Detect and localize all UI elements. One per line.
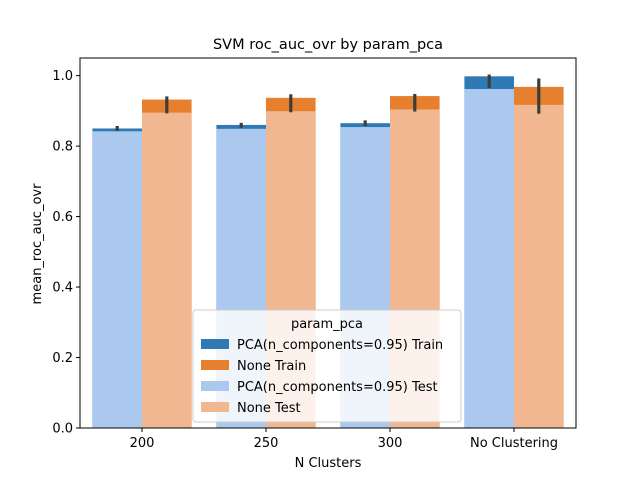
bar-test-none-200 bbox=[142, 112, 192, 428]
y-tick-labels: 0.0 0.2 0.4 0.6 0.8 1.0 bbox=[52, 69, 80, 437]
legend-swatch bbox=[201, 339, 229, 349]
x-tick-label: 200 bbox=[130, 436, 155, 451]
x-axis-label: N Clusters bbox=[295, 456, 362, 471]
bar-test-none-no-clustering bbox=[514, 104, 564, 428]
bar-test-pca-n-components-0-95--no-clustering bbox=[464, 89, 514, 428]
y-tick-label: 0.8 bbox=[52, 140, 73, 155]
legend-entry-label: None Test bbox=[237, 401, 301, 416]
legend-title: param_pca bbox=[291, 317, 363, 332]
y-tick-label: 1.0 bbox=[52, 69, 73, 84]
legend-swatch bbox=[201, 402, 229, 412]
y-tick-label: 0.6 bbox=[52, 210, 73, 225]
bar-test-pca-n-components-0-95--200 bbox=[92, 131, 142, 429]
legend-swatch bbox=[201, 360, 229, 370]
axes-frame bbox=[79, 57, 577, 429]
legend: param_pca PCA(n_components=0.95) Train Non… bbox=[192, 309, 462, 423]
y-tick-label: 0.4 bbox=[52, 281, 73, 296]
legend-entry-label: PCA(n_components=0.95) Test bbox=[237, 380, 438, 395]
legend-entry-label: None Train bbox=[237, 359, 306, 374]
legend-box bbox=[192, 309, 462, 423]
legend-entry-label: PCA(n_components=0.95) Train bbox=[237, 338, 443, 353]
y-tick-label: 0.0 bbox=[52, 422, 73, 437]
x-tick-label: 250 bbox=[254, 436, 279, 451]
y-axis-label: mean_roc_auc_ovr bbox=[30, 183, 45, 305]
x-tick-labels: 200 250 300 No Clustering bbox=[130, 428, 558, 451]
chart-title: SVM roc_auc_ovr by param_pca bbox=[213, 37, 443, 53]
y-tick-label: 0.2 bbox=[52, 351, 73, 366]
x-tick-label: 300 bbox=[378, 436, 403, 451]
x-tick-label: No Clustering bbox=[470, 436, 558, 451]
legend-swatch bbox=[201, 381, 229, 391]
